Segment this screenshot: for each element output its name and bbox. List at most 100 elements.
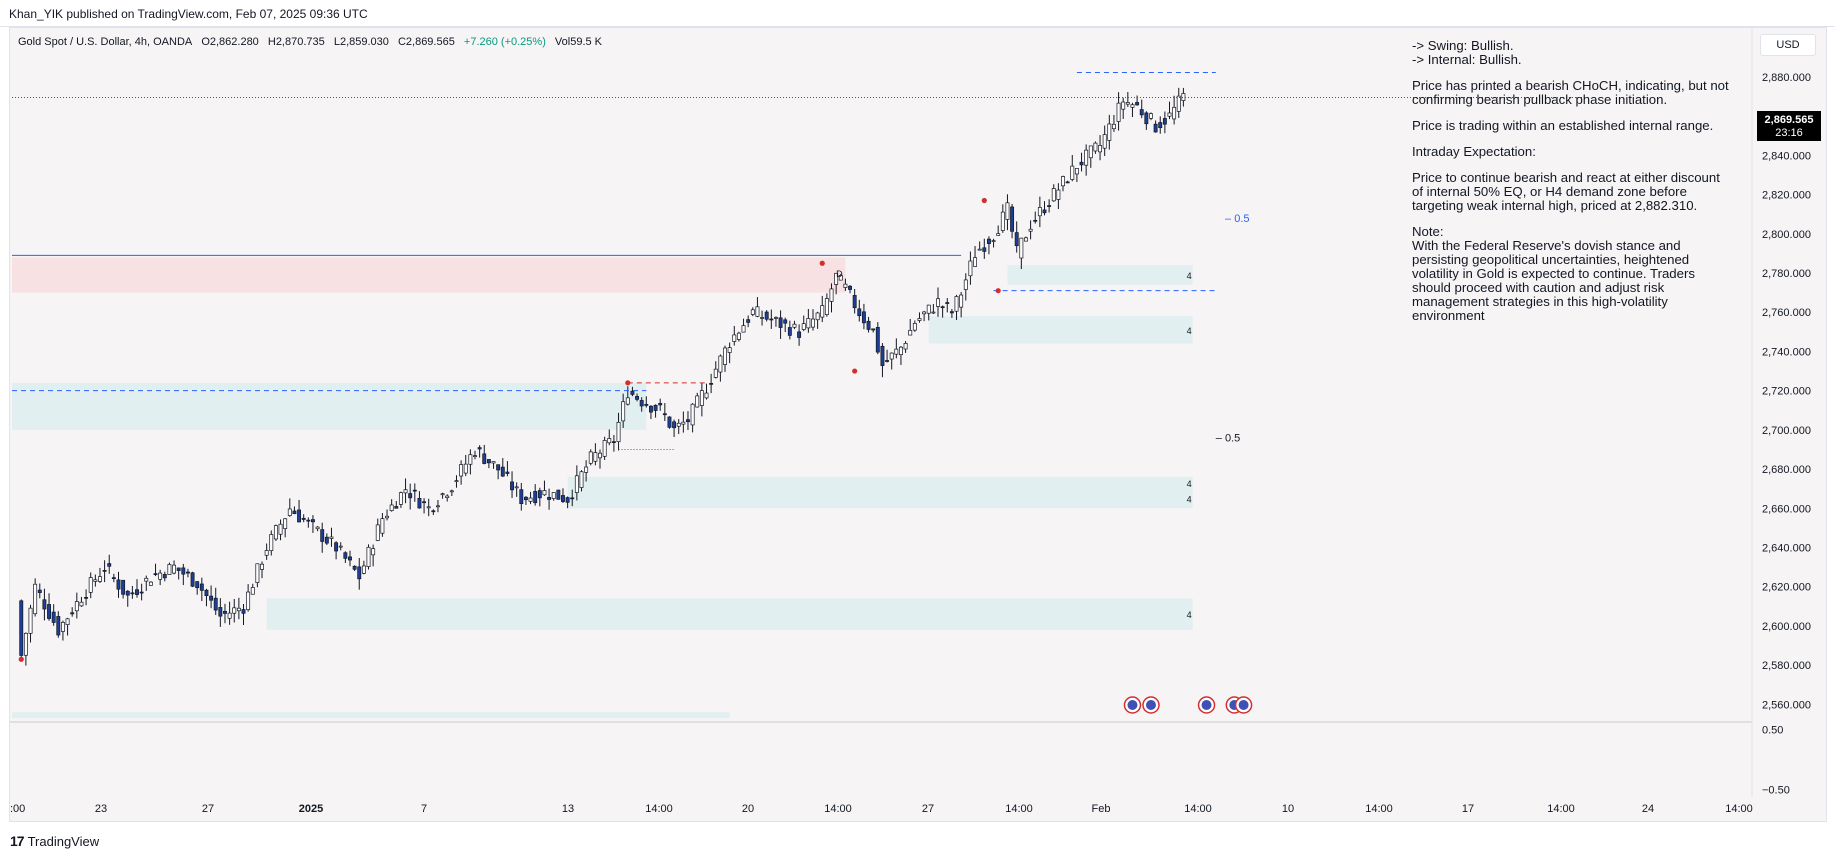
candle-up — [820, 305, 825, 318]
candle-up — [843, 283, 848, 288]
candle-down — [190, 572, 195, 587]
candle-down — [686, 419, 690, 423]
price-axis-tick: 2,780.000 — [1762, 268, 1811, 280]
time-axis-tick: 7 — [421, 803, 427, 815]
candle-down — [778, 317, 783, 328]
candle-down — [1042, 209, 1047, 214]
publisher-text: Khan_YIK published on TradingView.com, F… — [9, 7, 368, 21]
candle-up — [375, 524, 380, 541]
candle-up — [473, 455, 477, 457]
candle-down — [505, 471, 510, 474]
candle-down — [102, 570, 107, 572]
candle-down — [653, 404, 658, 411]
candle-up — [773, 317, 778, 319]
candle-down — [218, 607, 223, 617]
tv-logo-text: TradingView — [27, 833, 100, 849]
demand-zone — [12, 382, 647, 430]
internal-bias: -> Internal: Bullish. — [1412, 52, 1522, 67]
candle-up — [366, 546, 371, 568]
candle-up — [704, 392, 709, 399]
price-axis-tick: 2,840.000 — [1762, 150, 1811, 162]
candle-down — [565, 497, 570, 503]
candle-up — [1102, 134, 1107, 149]
price-axis-tick: 2,700.000 — [1762, 425, 1811, 437]
price-axis-tick: 2,820.000 — [1762, 190, 1811, 202]
candle-up — [838, 275, 843, 281]
analysis-notes: -> Swing: Bullish. -> Internal: Bullish.… — [1412, 39, 1732, 335]
candle-down — [658, 403, 663, 406]
tradingview-logo[interactable]: 17 TradingView — [10, 833, 99, 849]
candle-up — [894, 348, 899, 355]
candle-up — [172, 564, 176, 574]
zone-timeframe-label: 4 — [1187, 610, 1192, 620]
time-axis-tick: 14:00 — [1005, 803, 1033, 815]
candle-down — [348, 556, 352, 561]
currency-button[interactable]: USD — [1760, 34, 1816, 56]
candle-up — [968, 260, 973, 277]
candle-down — [556, 489, 561, 500]
price-axis-tick: 2,600.000 — [1762, 621, 1811, 633]
time-axis-tick: 14:00 — [1547, 803, 1575, 815]
candle-down — [547, 497, 552, 500]
candle-down — [121, 579, 126, 595]
candle-up — [250, 587, 255, 595]
candle-up — [1024, 237, 1028, 242]
candle-up — [625, 397, 630, 405]
zone-timeframe-label: 4 — [1187, 494, 1192, 504]
candle-up — [959, 294, 964, 308]
candle-up — [713, 368, 718, 378]
candle-up — [315, 526, 320, 530]
candle-up — [454, 480, 459, 483]
time-axis-tick: 14:00 — [645, 803, 673, 815]
candle-down — [334, 542, 339, 552]
candle-up — [158, 572, 163, 580]
candle-up — [445, 495, 450, 499]
candle-down — [70, 612, 75, 615]
candle-up — [468, 454, 473, 465]
candle-down — [1158, 122, 1163, 129]
candle-down — [199, 583, 204, 591]
candle-down — [1047, 205, 1052, 207]
candle-down — [644, 403, 649, 406]
time-axis-tick: Feb — [1092, 803, 1111, 815]
time-axis-tick: 27 — [922, 803, 934, 815]
candle-up — [1056, 189, 1061, 200]
candle-down — [797, 331, 802, 338]
ohlc-low: L2,859.030 — [333, 36, 389, 48]
candle-up — [908, 329, 913, 336]
note-text: With the Federal Reserve's dovish stance… — [1412, 238, 1695, 323]
zone-timeframe-label: 4 — [1187, 271, 1192, 281]
candle-down — [533, 491, 538, 504]
time-axis-tick: 14:00 — [824, 803, 852, 815]
candle-up — [1005, 202, 1010, 220]
candle-down — [537, 490, 542, 499]
demand-zone — [1007, 265, 1193, 285]
swing-point-marker — [995, 288, 1001, 294]
candle-up — [718, 355, 723, 373]
candle-down — [223, 610, 227, 614]
time-axis-tick: 20 — [742, 803, 754, 815]
candle-up — [593, 452, 598, 462]
candle-down — [709, 383, 714, 385]
candle-up — [792, 323, 797, 328]
candle-up — [1176, 95, 1181, 112]
price-axis-tick: 2,880.000 — [1762, 72, 1811, 84]
candle-down — [783, 319, 788, 324]
candle-down — [519, 489, 524, 505]
symbol-name[interactable]: Gold Spot / U.S. Dollar, 4h, OANDA — [18, 36, 193, 48]
candle-up — [903, 343, 908, 350]
time-axis-tick: 2025 — [299, 803, 323, 815]
candle-down — [306, 519, 311, 522]
price-axis-tick: 2,560.000 — [1762, 699, 1811, 711]
candle-down — [394, 506, 399, 509]
symbol-legend[interactable]: Gold Spot / U.S. Dollar, 4h, OANDA O2,86… — [18, 36, 608, 48]
candle-up — [621, 401, 626, 422]
candle-up — [23, 632, 28, 656]
candle-up — [144, 577, 149, 582]
flag-icon — [1238, 700, 1249, 710]
candle-down — [204, 589, 209, 597]
candle-up — [732, 334, 737, 342]
candle-up — [426, 506, 431, 509]
candle-up — [1116, 102, 1121, 122]
